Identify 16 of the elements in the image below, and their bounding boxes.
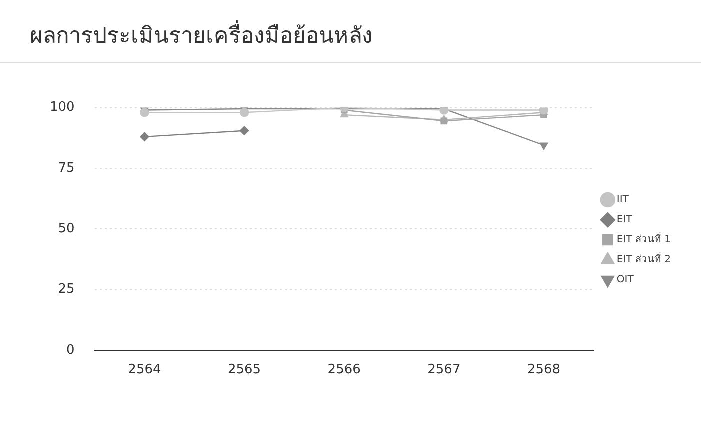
legend-label: OIT [616,274,635,286]
y-tick-label: 75 [58,160,75,176]
x-tick-label: 2566 [328,362,361,378]
legend-label: IIT [616,194,630,206]
y-tick-label: 0 [66,342,75,358]
y-tick-label: 25 [58,282,75,298]
legend-label: EIT ส่วนที่ 2 [616,252,672,266]
legend-label: EIT [616,214,634,226]
y-tick-label: 50 [58,221,75,236]
x-tick-label: 2564 [128,362,162,378]
legend-label: EIT ส่วนที่ 1 [616,232,672,246]
x-tick-label: 2565 [228,362,262,378]
x-tick-label: 2568 [527,362,561,378]
x-tick-label: 2567 [428,362,461,378]
chart-title: ผลการประเมินรายเครื่องมือย้อนหลัง [30,20,373,51]
y-tick-label: 100 [50,100,75,116]
